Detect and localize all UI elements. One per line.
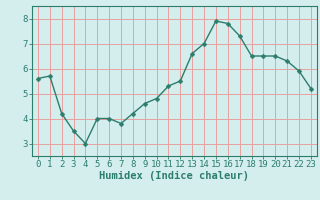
X-axis label: Humidex (Indice chaleur): Humidex (Indice chaleur) bbox=[100, 171, 249, 181]
